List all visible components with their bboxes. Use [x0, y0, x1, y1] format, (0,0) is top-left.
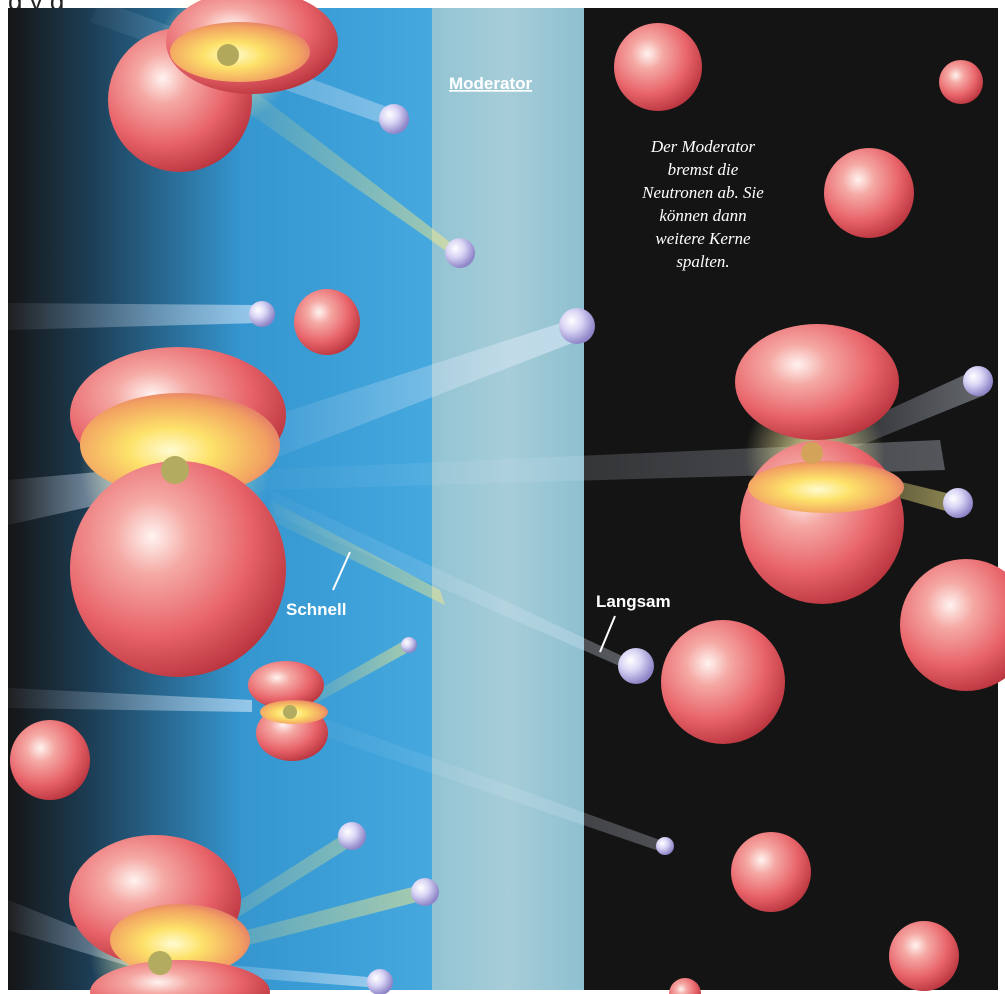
fast-label: Schnell: [286, 600, 346, 619]
nucleus: [614, 23, 702, 111]
nucleus: [889, 921, 959, 991]
trail: [8, 303, 258, 330]
description-line: bremst die: [668, 160, 739, 179]
neutron-core: [148, 951, 172, 975]
trail: [300, 710, 662, 852]
nucleus-core: [748, 461, 904, 513]
trail: [300, 640, 412, 712]
moderator-label: Moderator: [449, 74, 533, 93]
neutron: [401, 637, 417, 653]
nuclei: [10, 23, 1005, 994]
neutron: [338, 822, 366, 850]
trail: [230, 80, 462, 262]
nucleus-core: [170, 22, 310, 82]
neutron-core: [801, 442, 823, 464]
nucleus-half: [248, 661, 324, 709]
nucleus-core: [80, 393, 280, 497]
trail: [270, 500, 445, 605]
moderator-slab: [432, 8, 584, 990]
neutron: [367, 969, 393, 994]
nucleus: [661, 620, 785, 744]
description-line: Der Moderator: [650, 137, 756, 156]
neutron: [618, 648, 654, 684]
description-line: spalten.: [676, 252, 729, 271]
neutron: [559, 308, 595, 344]
neutron: [963, 366, 993, 396]
nucleus: [669, 978, 701, 994]
split-nucleus: [248, 661, 328, 761]
split-nucleus: [70, 347, 286, 677]
nucleus: [10, 720, 90, 800]
neutron: [379, 104, 409, 134]
split-nucleus: [735, 324, 904, 604]
nucleus: [731, 832, 811, 912]
neutron: [445, 238, 475, 268]
neutron-core: [283, 705, 297, 719]
neutrons: [249, 104, 993, 994]
split-nucleus: [108, 0, 338, 172]
neutron-core: [161, 456, 189, 484]
fast-pointer-line: [332, 551, 351, 591]
nucleus-core: [110, 904, 250, 976]
slow-pointer-line: [599, 615, 616, 653]
neutron: [656, 837, 674, 855]
nucleus-half: [90, 960, 270, 994]
description-text: Der Moderator bremst die Neutronen ab. S…: [641, 137, 764, 271]
nucleus: [824, 148, 914, 238]
nucleus: [294, 289, 360, 355]
description-line: können dann: [659, 206, 746, 225]
trail: [260, 320, 580, 460]
trail: [8, 688, 252, 712]
description-line: weitere Kerne: [655, 229, 751, 248]
nucleus: [939, 60, 983, 104]
trail: [270, 490, 640, 675]
neutron: [943, 488, 973, 518]
neutron-core: [217, 44, 239, 66]
nucleus: [900, 559, 1005, 691]
neutron: [411, 878, 439, 906]
nucleus-half: [70, 461, 286, 677]
slow-label: Langsam: [596, 592, 671, 611]
nucleus-half: [735, 324, 899, 440]
neutron: [249, 301, 275, 327]
split-nucleus: [69, 835, 270, 994]
description-line: Neutronen ab. Sie: [641, 183, 764, 202]
